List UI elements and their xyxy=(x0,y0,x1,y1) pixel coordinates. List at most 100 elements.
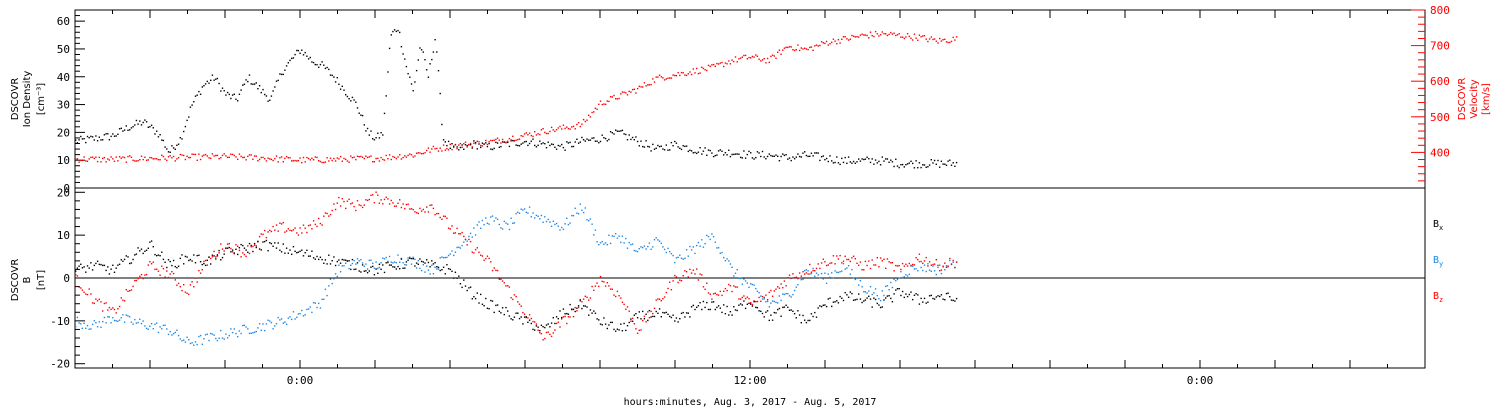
velocity-point xyxy=(584,120,586,123)
bx-point xyxy=(891,301,894,303)
density-point xyxy=(955,161,958,164)
by-point xyxy=(493,220,495,222)
bz-point xyxy=(135,279,138,282)
density-point xyxy=(755,156,757,159)
density-point xyxy=(804,151,806,153)
velocity-point xyxy=(150,157,153,159)
bx-point xyxy=(447,268,450,270)
velocity-axis-title-line2: Velocity xyxy=(1469,79,1480,118)
velocity-point xyxy=(91,156,94,158)
bx-point xyxy=(291,253,293,255)
bx-point xyxy=(935,296,937,298)
bz-point xyxy=(547,331,549,333)
bx-point xyxy=(758,310,760,312)
bx-point xyxy=(854,299,856,301)
bz-point xyxy=(441,218,443,220)
bx-point xyxy=(341,258,343,261)
velocity-point xyxy=(711,64,713,66)
by-point xyxy=(321,298,323,301)
by-point xyxy=(390,261,392,263)
by-point xyxy=(260,329,262,331)
density-point xyxy=(242,84,244,86)
bz-point xyxy=(819,267,821,270)
by-point xyxy=(582,211,585,214)
by-point xyxy=(839,271,841,273)
by-point xyxy=(491,215,494,217)
bz-point xyxy=(83,291,85,293)
bx-point xyxy=(383,271,386,274)
velocity-point xyxy=(744,54,747,57)
velocity-point xyxy=(427,147,430,149)
density-point xyxy=(825,157,828,160)
density-point xyxy=(292,57,295,59)
by-point xyxy=(351,262,354,265)
bx-point xyxy=(476,292,478,294)
bz-point xyxy=(574,306,576,309)
density-point xyxy=(687,150,689,153)
by-point xyxy=(890,281,892,284)
bx-point xyxy=(478,302,480,304)
bx-point xyxy=(822,304,824,306)
bx-point xyxy=(831,305,833,308)
bz-point xyxy=(913,264,916,266)
velocity-point xyxy=(213,155,215,157)
by-point xyxy=(680,257,683,259)
bx-point xyxy=(716,306,718,309)
density-point xyxy=(593,137,595,139)
velocity-point xyxy=(120,157,122,159)
density-point xyxy=(375,137,377,139)
bx-point xyxy=(390,264,392,266)
bx-point xyxy=(699,302,701,304)
bx-point xyxy=(505,306,507,309)
density-point xyxy=(230,97,232,100)
by-point xyxy=(253,331,256,333)
by-point xyxy=(669,251,671,253)
bx-point xyxy=(474,297,477,300)
density-point xyxy=(809,155,811,157)
by-point xyxy=(240,332,242,335)
bx-point xyxy=(130,262,133,264)
bz-point xyxy=(712,293,715,295)
bx-point xyxy=(123,258,126,261)
bz-point xyxy=(426,206,428,208)
bx-point xyxy=(562,308,565,310)
bx-point xyxy=(864,299,867,301)
bz-point xyxy=(780,283,782,285)
bx-point xyxy=(694,308,696,311)
density-point xyxy=(584,140,586,142)
velocity-point xyxy=(321,161,323,164)
density-point xyxy=(201,86,203,88)
density-point xyxy=(284,69,286,71)
velocity-point xyxy=(940,40,943,42)
density-point xyxy=(750,152,752,154)
velocity-point xyxy=(243,156,246,159)
bz-point xyxy=(127,290,129,292)
density-point xyxy=(299,52,301,54)
bx-point xyxy=(868,295,870,297)
bz-point xyxy=(736,286,738,288)
bx-point xyxy=(420,260,423,263)
by-point xyxy=(800,279,802,281)
density-point xyxy=(873,163,875,165)
density-point xyxy=(711,152,713,154)
velocity-point xyxy=(172,155,175,158)
by-point xyxy=(81,327,84,330)
velocity-point xyxy=(856,36,858,38)
bz-point xyxy=(490,261,492,263)
bx-point xyxy=(723,304,725,306)
bz-point xyxy=(402,203,404,205)
by-point xyxy=(942,266,944,268)
by-point xyxy=(277,316,279,319)
velocity-point xyxy=(896,34,899,36)
bx-point xyxy=(459,283,462,285)
by-point xyxy=(647,245,649,248)
bx-point xyxy=(906,295,909,298)
velocity-point xyxy=(400,158,403,160)
velocity-point xyxy=(140,155,143,157)
bz-point xyxy=(836,255,838,257)
by-point xyxy=(734,272,737,274)
bz-point xyxy=(334,208,337,211)
bz-point xyxy=(630,320,632,322)
velocity-point xyxy=(196,159,198,161)
by-point xyxy=(171,334,173,336)
